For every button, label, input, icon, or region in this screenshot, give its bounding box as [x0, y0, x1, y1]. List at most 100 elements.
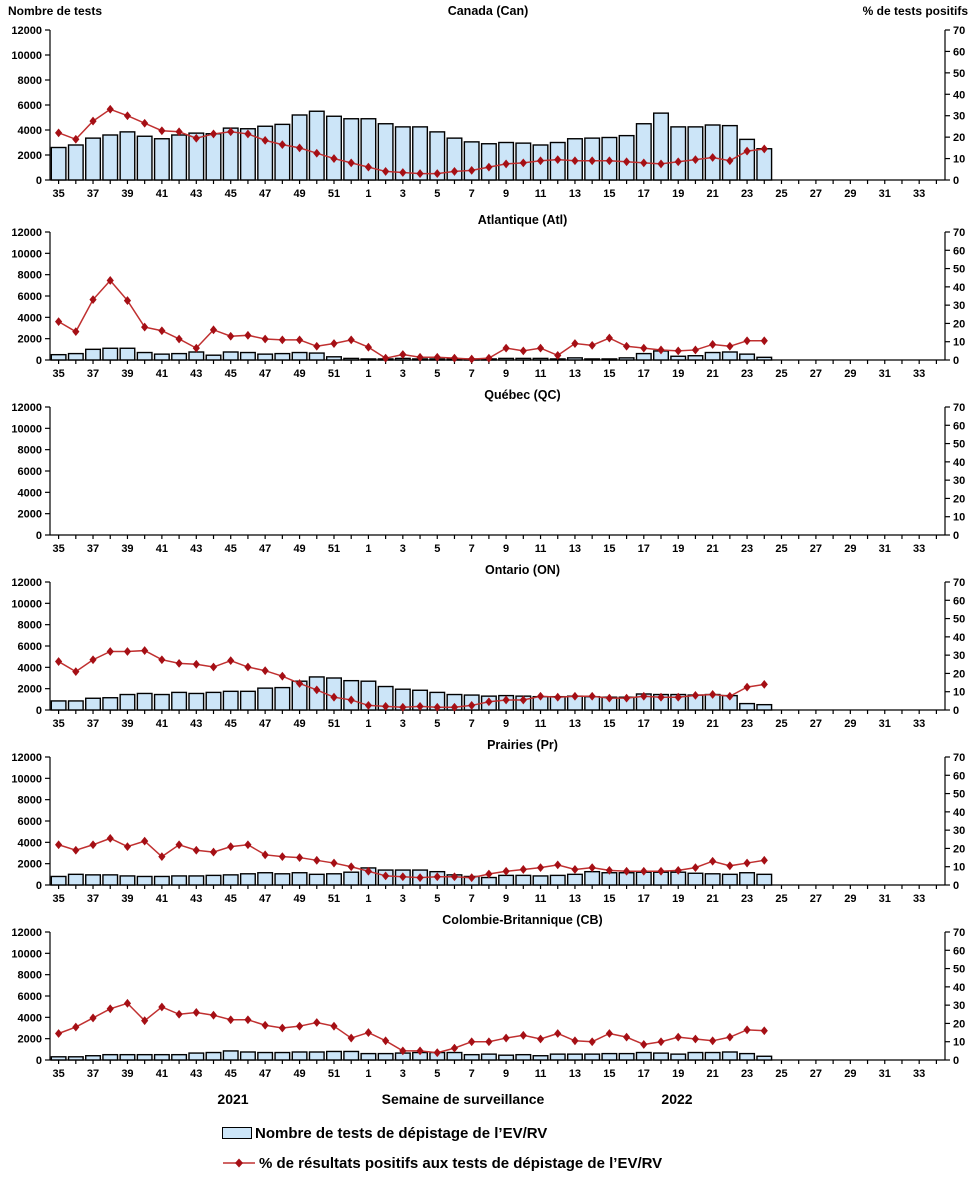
week-tick-label: 49	[293, 1068, 305, 1080]
tests-bar	[274, 123, 291, 181]
diamond-marker	[261, 666, 269, 676]
tests-bar	[756, 873, 773, 886]
tests-bar	[325, 873, 342, 886]
left-tick-label: 6000	[18, 991, 42, 1003]
week-tick-label: 21	[707, 718, 719, 730]
diamond-marker	[554, 1029, 562, 1038]
diamond-marker	[347, 335, 355, 345]
diamond-marker	[605, 333, 613, 343]
week-tick-label: 25	[775, 543, 787, 555]
tests-bar-swatch-icon	[222, 1127, 252, 1139]
tests-bar	[721, 1051, 738, 1061]
week-tick-label: 31	[879, 893, 891, 905]
diamond-marker	[709, 690, 717, 699]
left-tick-label: 10000	[11, 773, 42, 785]
tests-bar	[205, 1051, 222, 1061]
diamond-marker	[726, 1032, 734, 1042]
panel-quebec: Québec (QC) 0 2000 4000 6000 8000 10000 12000 0 1…	[11, 388, 965, 555]
diamond-marker	[674, 1032, 682, 1042]
tests-bar	[360, 680, 377, 711]
diamond-marker	[278, 852, 286, 862]
week-tick-label: 19	[672, 368, 684, 380]
diamond-marker	[657, 866, 665, 876]
week-tick-label: 33	[913, 893, 925, 905]
week-tick-label: 25	[775, 718, 787, 730]
tests-bar	[153, 1053, 170, 1061]
tests-bar	[205, 874, 222, 886]
diamond-marker	[382, 167, 390, 176]
tests-bar	[394, 126, 411, 181]
left-tick-label: 4000	[18, 312, 42, 324]
right-tick-label: 70	[953, 577, 965, 589]
right-tick-label: 70	[953, 25, 965, 37]
left-axis-title: Nombre de tests	[8, 4, 103, 18]
right-tick-label: 40	[953, 457, 965, 469]
diamond-marker	[261, 1020, 269, 1030]
tests-bar	[308, 873, 325, 886]
diamond-marker	[347, 695, 355, 705]
tests-bar	[67, 873, 84, 886]
diamond-marker	[382, 353, 390, 363]
week-tick-label: 33	[913, 543, 925, 555]
tests-bar	[153, 138, 170, 181]
axes	[45, 406, 950, 539]
diamond-marker	[571, 339, 579, 348]
diamond-marker	[657, 159, 665, 169]
diamond-marker	[674, 157, 682, 167]
tests-bar	[635, 123, 652, 181]
panel-prairies: Prairies (Pr) 0 2000 4000 6000 8000 10000 12000…	[11, 738, 965, 905]
diamond-marker	[450, 702, 459, 712]
tests-bar	[360, 1052, 377, 1061]
week-tick-label: 49	[293, 188, 305, 200]
diamond-marker	[244, 330, 252, 340]
diamond-marker	[158, 326, 166, 336]
week-tick-label: 31	[879, 1068, 891, 1080]
diamond-marker	[278, 1023, 286, 1033]
diamond-marker	[433, 872, 441, 882]
tests-bar	[239, 351, 256, 361]
tests-bar	[188, 875, 205, 886]
diamond-marker	[674, 865, 682, 875]
left-tick-label: 0	[36, 705, 42, 717]
diamond-marker	[519, 1030, 527, 1040]
week-tick-label: 31	[879, 718, 891, 730]
diamond-marker	[209, 1010, 218, 1020]
week-tick-label: 19	[672, 188, 684, 200]
week-tick-label: 19	[672, 543, 684, 555]
tests-bar	[532, 875, 549, 886]
diamond-marker	[295, 853, 304, 862]
diamond-marker	[691, 345, 700, 355]
diamond-marker	[657, 692, 665, 702]
diamond-marker	[382, 871, 390, 881]
week-tick-label: 45	[225, 188, 237, 200]
week-tick-label: 41	[156, 543, 168, 555]
tests-bar	[739, 1052, 756, 1061]
tests-bar	[480, 1053, 497, 1061]
diamond-marker	[640, 691, 648, 701]
week-tick-label: 51	[328, 188, 340, 200]
tests-bar	[653, 1052, 670, 1061]
diamond-marker	[588, 1037, 596, 1047]
diamond-marker	[72, 327, 80, 337]
tests-bar	[601, 358, 618, 361]
tests-bar	[721, 873, 738, 886]
week-tick-label: 21	[707, 543, 719, 555]
week-tick-label: 15	[603, 188, 615, 200]
week-tick-label: 41	[156, 368, 168, 380]
left-tick-label: 8000	[18, 620, 42, 632]
right-axis-title: % de tests positifs	[862, 4, 968, 18]
diamond-marker	[502, 695, 510, 705]
week-tick-label: 45	[225, 893, 237, 905]
week-tick-label: 1	[365, 188, 371, 200]
diamond-marker	[450, 872, 459, 882]
tests-bar	[704, 351, 721, 361]
right-tick-label: 20	[953, 318, 965, 330]
diamond-marker	[760, 1026, 768, 1036]
right-tick-label: 40	[953, 632, 965, 644]
week-tick-label: 33	[913, 1068, 925, 1080]
diamond-marker	[502, 866, 510, 876]
tests-bar	[412, 126, 429, 181]
tests-bar	[188, 1052, 205, 1061]
week-tick-label: 11	[535, 1068, 547, 1080]
diamond-marker	[123, 296, 132, 305]
